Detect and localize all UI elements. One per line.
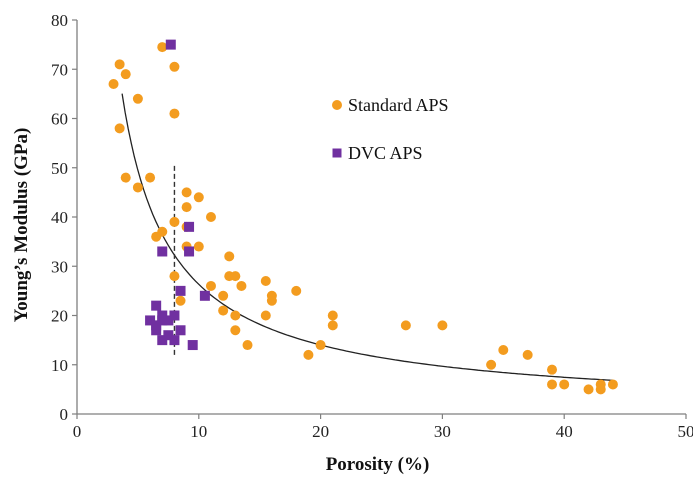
data-point-dvc-aps — [145, 315, 156, 326]
y-tick-label: 20 — [51, 307, 68, 326]
data-point-standard-aps — [230, 310, 241, 321]
x-tick-label: 10 — [190, 422, 207, 441]
data-point-standard-aps — [224, 251, 235, 262]
trendline — [121, 93, 613, 381]
x-axis-title: Porosity (%) — [326, 454, 430, 475]
data-point-standard-aps — [120, 69, 131, 80]
data-point-standard-aps — [303, 349, 314, 360]
data-point-standard-aps — [193, 241, 204, 252]
data-point-standard-aps — [607, 379, 618, 390]
data-point-standard-aps — [260, 310, 271, 321]
data-point-dvc-aps — [169, 310, 180, 321]
data-point-standard-aps — [486, 359, 497, 370]
data-point-standard-aps — [583, 384, 594, 395]
y-tick-label: 60 — [51, 110, 68, 129]
data-point-dvc-aps — [163, 315, 174, 326]
data-point-standard-aps — [193, 192, 204, 203]
y-tick-label: 10 — [51, 356, 68, 375]
data-point-standard-aps — [595, 384, 606, 395]
data-point-standard-aps — [242, 340, 253, 351]
x-tick-label: 20 — [312, 422, 329, 441]
data-point-standard-aps — [205, 212, 216, 222]
y-tick-label: 50 — [51, 159, 68, 178]
data-point-standard-aps — [236, 280, 247, 291]
data-point-standard-aps — [145, 172, 156, 183]
series-standard-aps — [108, 42, 618, 395]
x-tick-label: 50 — [678, 422, 693, 441]
x-tick-label: 0 — [73, 422, 82, 441]
data-point-dvc-aps — [151, 325, 162, 336]
data-point-standard-aps — [547, 379, 558, 390]
x-tick-label: 40 — [556, 422, 573, 441]
series-dvc-aps — [145, 39, 210, 351]
data-point-standard-aps — [157, 226, 168, 237]
legend-marker-dvc-aps — [332, 148, 342, 158]
data-point-dvc-aps — [175, 285, 186, 296]
data-point-standard-aps — [327, 320, 338, 331]
data-point-standard-aps — [230, 271, 241, 282]
data-point-dvc-aps — [157, 310, 168, 321]
data-point-dvc-aps — [165, 39, 176, 50]
data-point-standard-aps — [120, 172, 131, 183]
data-point-standard-aps — [157, 42, 168, 53]
data-point-standard-aps — [230, 325, 241, 336]
data-point-standard-aps — [218, 290, 229, 301]
data-point-standard-aps — [114, 59, 125, 70]
data-point-standard-aps — [169, 61, 180, 72]
data-point-standard-aps — [400, 320, 411, 331]
data-point-standard-aps — [437, 320, 448, 331]
data-point-standard-aps — [114, 123, 125, 134]
data-point-dvc-aps — [199, 290, 210, 301]
data-point-standard-aps — [108, 79, 119, 90]
data-point-dvc-aps — [175, 325, 186, 336]
data-point-standard-aps — [132, 93, 143, 104]
data-point-standard-aps — [327, 310, 338, 321]
data-point-standard-aps — [522, 349, 533, 360]
data-point-standard-aps — [559, 379, 570, 390]
data-point-standard-aps — [181, 202, 192, 213]
data-point-standard-aps — [291, 285, 302, 296]
data-point-dvc-aps — [157, 246, 168, 257]
data-point-standard-aps — [132, 182, 143, 193]
y-tick-label: 40 — [51, 208, 68, 227]
data-point-dvc-aps — [184, 246, 195, 257]
data-point-standard-aps — [260, 276, 271, 287]
data-point-standard-aps — [315, 340, 326, 351]
data-point-standard-aps — [266, 295, 277, 306]
y-axis-title: Young’s Modulus (GPa) — [11, 128, 32, 323]
data-point-standard-aps — [205, 280, 216, 291]
data-point-standard-aps — [169, 271, 180, 282]
data-point-dvc-aps — [184, 221, 195, 232]
y-tick-label: 0 — [60, 405, 69, 424]
data-point-standard-aps — [498, 344, 509, 355]
y-tick-label: 70 — [51, 60, 68, 79]
data-point-dvc-aps — [163, 330, 174, 341]
legend-label: Standard APS — [348, 95, 449, 115]
data-point-standard-aps — [218, 305, 229, 316]
data-point-dvc-aps — [157, 335, 168, 346]
legend-marker-standard-aps — [332, 100, 342, 110]
data-point-standard-aps — [169, 216, 180, 227]
data-point-standard-aps — [181, 187, 192, 198]
data-point-dvc-aps — [187, 340, 198, 351]
data-point-dvc-aps — [169, 335, 180, 346]
x-tick-label: 30 — [434, 422, 451, 441]
y-tick-label: 80 — [51, 11, 68, 30]
data-point-standard-aps — [175, 295, 186, 306]
data-point-standard-aps — [169, 108, 180, 119]
legend-label: DVC APS — [348, 143, 423, 163]
data-point-standard-aps — [547, 364, 558, 375]
data-point-dvc-aps — [151, 300, 162, 311]
y-tick-label: 30 — [51, 257, 68, 276]
